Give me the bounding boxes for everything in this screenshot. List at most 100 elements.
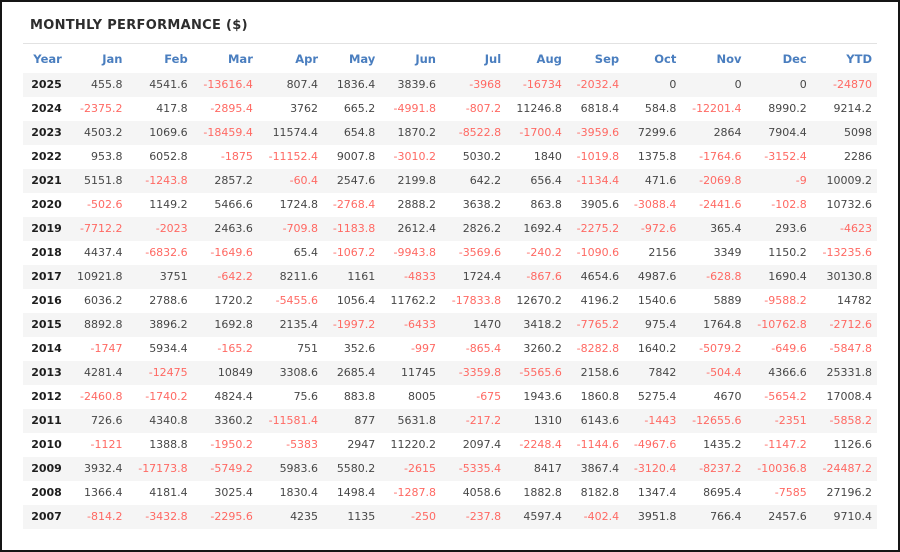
value-cell-jan: 455.8	[91, 78, 123, 91]
value-cell-ytd: 27196.2	[826, 486, 873, 499]
value-cell-jul: -675	[476, 390, 502, 403]
value-cell-sep: 2158.6	[580, 366, 620, 379]
value-cell-jun: -997	[411, 342, 436, 355]
value-cell-mar: 2857.2	[214, 174, 253, 187]
value-cell-jan: -502.6	[87, 198, 123, 211]
year-cell: 2024	[31, 102, 62, 115]
value-cell-sep: 3867.4	[580, 462, 620, 475]
value-cell-sep: 6143.6	[580, 414, 620, 427]
value-cell-oct: 1540.6	[637, 294, 677, 307]
value-cell-sep: -1134.4	[576, 174, 620, 187]
value-cell-oct: 3951.8	[637, 510, 677, 523]
value-cell-jun: -1287.8	[393, 486, 436, 499]
value-cell-may: 9007.8	[336, 150, 376, 163]
value-cell-dec: -1147.2	[764, 438, 807, 451]
value-cell-feb: 4340.8	[149, 414, 188, 427]
value-cell-apr: 751	[297, 342, 319, 355]
value-cell-dec: 1150.2	[768, 246, 807, 259]
value-cell-aug: -1700.4	[519, 126, 562, 139]
table-row: 2019 -7712.2 -2023 2463.6 -709.8 -1183.8 2612.…	[23, 217, 877, 241]
value-cell-mar: 5466.6	[214, 198, 253, 211]
value-cell-jul: -237.8	[465, 510, 502, 523]
value-cell-feb: -12475	[148, 366, 188, 379]
value-cell-jul: 4058.6	[462, 486, 502, 499]
value-cell-mar: 4824.4	[214, 390, 253, 403]
value-cell-dec: -10762.8	[757, 318, 807, 331]
value-cell-jul: -5335.4	[458, 462, 502, 475]
value-cell-feb: 1149.2	[149, 198, 188, 211]
value-cell-jun: -3010.2	[393, 150, 436, 163]
table-row: 2015 8892.8 3896.2 1692.8 2135.4 -1997.2 -6433…	[23, 313, 877, 337]
value-cell-may: -1067.2	[332, 246, 376, 259]
value-cell-ytd: 1126.6	[833, 438, 873, 451]
value-cell-dec: 1690.4	[768, 270, 807, 283]
value-cell-oct: 1640.2	[637, 342, 677, 355]
value-cell-sep: -1019.8	[576, 150, 620, 163]
value-cell-apr: -60.4	[289, 174, 319, 187]
column-header-feb: Feb	[164, 52, 188, 66]
value-cell-jul: 642.2	[469, 174, 502, 187]
year-cell: 2014	[31, 342, 62, 355]
table-row: 2012 -2460.8 -1740.2 4824.4 75.6 883.8 8005 -67…	[23, 385, 877, 409]
value-cell-sep: 6818.4	[580, 102, 620, 115]
header-row: Year Jan Feb Mar Apr May Jun Jul Aug Sep Oct Nov Dec…	[23, 44, 877, 73]
value-cell-aug: 12670.2	[516, 294, 562, 307]
value-cell-nov: -2441.6	[699, 198, 742, 211]
value-cell-nov: 1435.2	[703, 438, 742, 451]
value-cell-ytd: -5847.8	[829, 342, 872, 355]
table-row: 2018 4437.4 -6832.6 -1649.6 65.4 -1067.2 -9943…	[23, 241, 877, 265]
value-cell-aug: -240.2	[526, 246, 562, 259]
year-cell: 2010	[31, 438, 62, 451]
value-cell-nov: -1764.6	[699, 150, 742, 163]
value-cell-nov: 3349	[713, 246, 742, 259]
table-row: 2017 10921.8 3751 -642.2 8211.6 1161 -4833 1724…	[23, 265, 877, 289]
table-row: 2025 455.8 4541.6 -13616.4 807.4 1836.4 3839.6…	[23, 73, 877, 97]
value-cell-feb: 4541.6	[149, 78, 188, 91]
value-cell-sep: -8282.8	[576, 342, 620, 355]
value-cell-feb: 1388.8	[149, 438, 188, 451]
value-cell-oct: 2156	[648, 246, 677, 259]
value-cell-jan: -7712.2	[80, 222, 123, 235]
value-cell-apr: 3762	[290, 102, 319, 115]
value-cell-aug: 656.4	[530, 174, 562, 187]
value-cell-ytd: 17008.4	[826, 390, 873, 403]
year-cell: 2025	[31, 78, 62, 91]
value-cell-apr: 8211.6	[279, 270, 319, 283]
value-cell-nov: 2864	[713, 126, 742, 139]
year-cell: 2023	[31, 126, 62, 139]
value-cell-may: 665.2	[343, 102, 376, 115]
value-cell-jan: -2375.2	[80, 102, 123, 115]
value-cell-feb: 5934.4	[149, 342, 188, 355]
column-header-ytd: YTD	[846, 52, 872, 66]
value-cell-apr: 75.6	[293, 390, 319, 403]
value-cell-may: 352.6	[343, 342, 376, 355]
value-cell-apr: -11152.4	[268, 150, 319, 163]
value-cell-mar: -1875	[220, 150, 253, 163]
value-cell-apr: -11581.4	[268, 414, 319, 427]
year-cell: 2021	[31, 174, 62, 187]
value-cell-aug: -5565.6	[519, 366, 562, 379]
year-cell: 2020	[31, 198, 62, 211]
value-cell-mar: -5749.2	[210, 462, 253, 475]
value-cell-oct: 7299.6	[637, 126, 677, 139]
value-cell-oct: 5275.4	[637, 390, 677, 403]
value-cell-jun: 3839.6	[397, 78, 437, 91]
value-cell-dec: 2457.6	[768, 510, 807, 523]
value-cell-jan: 4281.4	[84, 366, 123, 379]
value-cell-mar: -165.2	[217, 342, 253, 355]
value-cell-sep: 4654.6	[580, 270, 620, 283]
value-cell-feb: 417.8	[156, 102, 188, 115]
value-cell-jan: 8892.8	[84, 318, 123, 331]
value-cell-mar: -2295.6	[210, 510, 253, 523]
value-cell-may: -1997.2	[332, 318, 376, 331]
value-cell-dec: 293.6	[775, 222, 807, 235]
column-header-year: Year	[33, 52, 62, 66]
value-cell-may: 5580.2	[336, 462, 376, 475]
value-cell-dec: -9	[795, 174, 807, 187]
value-cell-aug: 1882.8	[523, 486, 562, 499]
value-cell-jul: -17833.8	[451, 294, 502, 307]
value-cell-mar: 2463.6	[214, 222, 253, 235]
value-cell-ytd: -13235.6	[822, 246, 872, 259]
value-cell-feb: -3432.8	[145, 510, 188, 523]
